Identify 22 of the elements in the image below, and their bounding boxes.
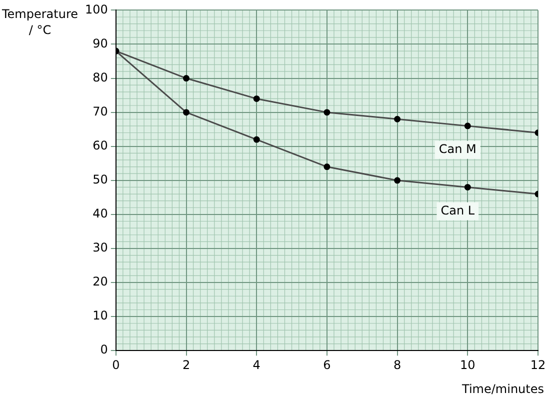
y-tick-label: 30 <box>92 240 108 255</box>
x-tick-label: 2 <box>182 358 190 372</box>
x-tick-label: 10 <box>460 358 476 372</box>
x-tick-label: 6 <box>323 358 331 372</box>
y-axis-title: Temperature / °C <box>0 6 79 38</box>
y-tick-label: 40 <box>92 206 108 221</box>
x-axis-title: Time/minutes <box>462 382 544 396</box>
x-tick-label: 4 <box>252 358 260 372</box>
y-tick-label: 100 <box>85 2 108 16</box>
x-tick-label: 0 <box>112 358 120 372</box>
y-tick-label: 50 <box>92 172 108 187</box>
y-tick-label: 10 <box>92 308 108 323</box>
y-tick-label: 20 <box>92 274 108 289</box>
y-tick-label: 90 <box>92 36 108 50</box>
series-label: Can L <box>440 203 475 218</box>
y-tick-label: 60 <box>92 138 108 152</box>
x-tick-label: 12 <box>530 358 546 372</box>
x-tick-label: 8 <box>393 358 402 372</box>
series-label: Can M <box>438 142 476 156</box>
y-tick-label: 80 <box>92 70 108 84</box>
y-tick-label: 0 <box>100 342 108 357</box>
y-tick-label: 70 <box>92 104 108 118</box>
